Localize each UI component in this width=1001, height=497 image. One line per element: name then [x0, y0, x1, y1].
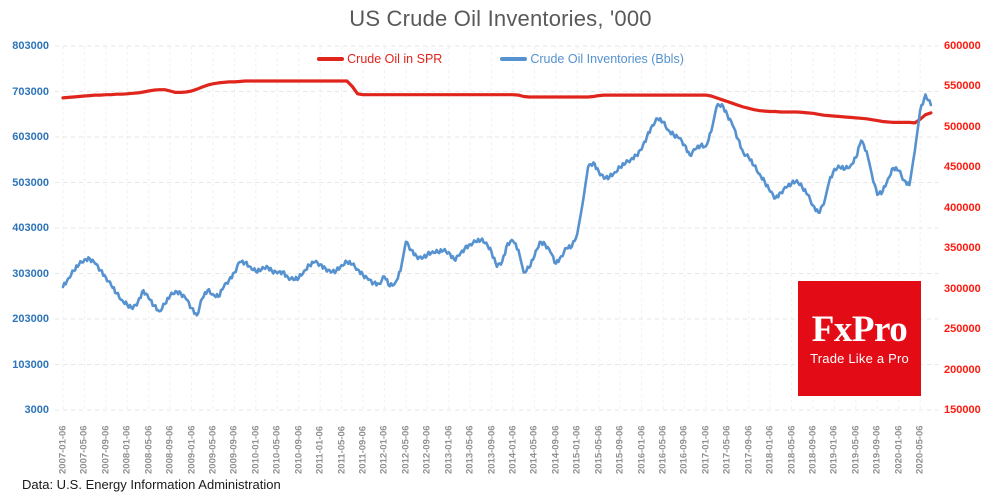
x-tick-label: 2013-09-06 [486, 425, 498, 474]
x-tick-label: 2016-09-06 [678, 425, 690, 474]
x-tick-label: 2019-01-06 [828, 425, 840, 474]
x-tick-label: 2014-09-06 [550, 425, 562, 474]
fxpro-logo-tagline: Trade Like a Pro [810, 350, 909, 366]
x-tick-label: 2018-01-06 [764, 425, 776, 474]
x-tick-label: 2012-05-06 [400, 425, 412, 474]
y-right-tick-label: 450000 [944, 161, 981, 174]
x-tick-label: 2009-01-06 [186, 425, 198, 474]
x-tick-label: 2011-05-06 [336, 425, 348, 474]
spr-line-swatch-icon [317, 57, 345, 61]
y-right-tick-label: 500000 [944, 120, 981, 133]
x-tick-label: 2019-09-06 [871, 425, 883, 474]
y-left-tick-label: 103000 [12, 358, 49, 371]
x-tick-label: 2017-01-06 [700, 425, 712, 474]
legend-item-spr: Crude Oil in SPR [317, 52, 442, 66]
x-tick-label: 2010-01-06 [250, 425, 262, 474]
x-tick-label: 2013-01-06 [443, 425, 455, 474]
x-tick-label: 2010-05-06 [271, 425, 283, 474]
fxpro-logo-text: FxPro [811, 308, 908, 350]
x-tick-label: 2007-01-06 [57, 425, 69, 474]
x-tick-label: 2010-09-06 [293, 425, 305, 474]
x-tick-label: 2007-05-06 [78, 425, 90, 474]
x-tick-label: 2014-05-06 [528, 425, 540, 474]
y-left-tick-label: 3000 [24, 404, 49, 416]
y-left-tick-label: 403000 [12, 222, 49, 234]
y-right-tick-label: 200000 [944, 363, 981, 376]
y-right-tick-label: 550000 [944, 80, 981, 93]
y-right-tick-label: 300000 [944, 282, 981, 295]
legend-item-inventories: Crude Oil Inventories (Bbls) [500, 52, 684, 66]
y-left-tick-label: 603000 [12, 131, 49, 143]
x-tick-label: 2011-01-06 [314, 425, 326, 474]
spr-series-line [61, 79, 933, 125]
x-tick-label: 2016-05-06 [657, 425, 669, 474]
x-tick-label: 2015-05-06 [593, 425, 605, 474]
x-tick-label: 2009-09-06 [228, 425, 240, 474]
x-tick-label: 2015-09-06 [614, 425, 626, 474]
y-left-tick-label: 503000 [12, 176, 49, 189]
y-right-tick-label: 250000 [944, 323, 981, 336]
x-tick-label: 2018-05-06 [786, 425, 798, 474]
x-tick-label: 2009-05-06 [207, 425, 219, 474]
x-tick-label: 2017-09-06 [743, 425, 755, 474]
x-tick-label: 2020-05-06 [914, 425, 926, 474]
x-tick-label: 2017-05-06 [721, 425, 733, 474]
x-tick-label: 2019-05-06 [850, 425, 862, 474]
x-tick-label: 2020-01-06 [893, 425, 905, 474]
x-tick-label: 2008-01-06 [121, 425, 133, 474]
fxpro-logo: FxPro Trade Like a Pro [798, 281, 921, 396]
y-left-tick-label: 203000 [12, 313, 49, 325]
x-tick-label: 2007-09-06 [100, 425, 112, 474]
legend-label-inventories: Crude Oil Inventories (Bbls) [530, 52, 684, 66]
inventories-series-line [61, 93, 933, 317]
x-tick-label: 2008-09-06 [164, 425, 176, 474]
y-left-tick-label: 303000 [12, 267, 49, 280]
data-source-note: Data: U.S. Energy Information Administra… [22, 477, 281, 492]
x-tick-label: 2015-01-06 [571, 425, 583, 474]
y-right-tick-label: 350000 [944, 242, 981, 255]
y-right-tick-label: 150000 [944, 404, 981, 416]
x-tick-label: 2016-01-06 [636, 425, 648, 474]
y-left-tick-label: 803000 [12, 40, 49, 52]
x-tick-label: 2011-09-06 [357, 425, 369, 474]
y-right-tick-label: 600000 [944, 40, 981, 52]
chart-legend: Crude Oil in SPR Crude Oil Inventories (… [0, 52, 1001, 66]
x-tick-label: 2008-05-06 [143, 425, 155, 474]
legend-label-spr: Crude Oil in SPR [347, 52, 443, 66]
chart-title: US Crude Oil Inventories, '000 [349, 6, 652, 31]
x-tick-label: 2012-09-06 [421, 425, 433, 474]
inventories-line-swatch-icon [500, 57, 528, 61]
x-tick-label: 2018-09-06 [807, 425, 819, 474]
y-left-tick-label: 703000 [12, 85, 49, 98]
x-tick-label: 2014-01-06 [507, 425, 519, 474]
x-tick-label: 2013-05-06 [464, 425, 476, 474]
y-right-tick-label: 400000 [944, 201, 981, 214]
x-tick-label: 2012-01-06 [378, 425, 390, 474]
